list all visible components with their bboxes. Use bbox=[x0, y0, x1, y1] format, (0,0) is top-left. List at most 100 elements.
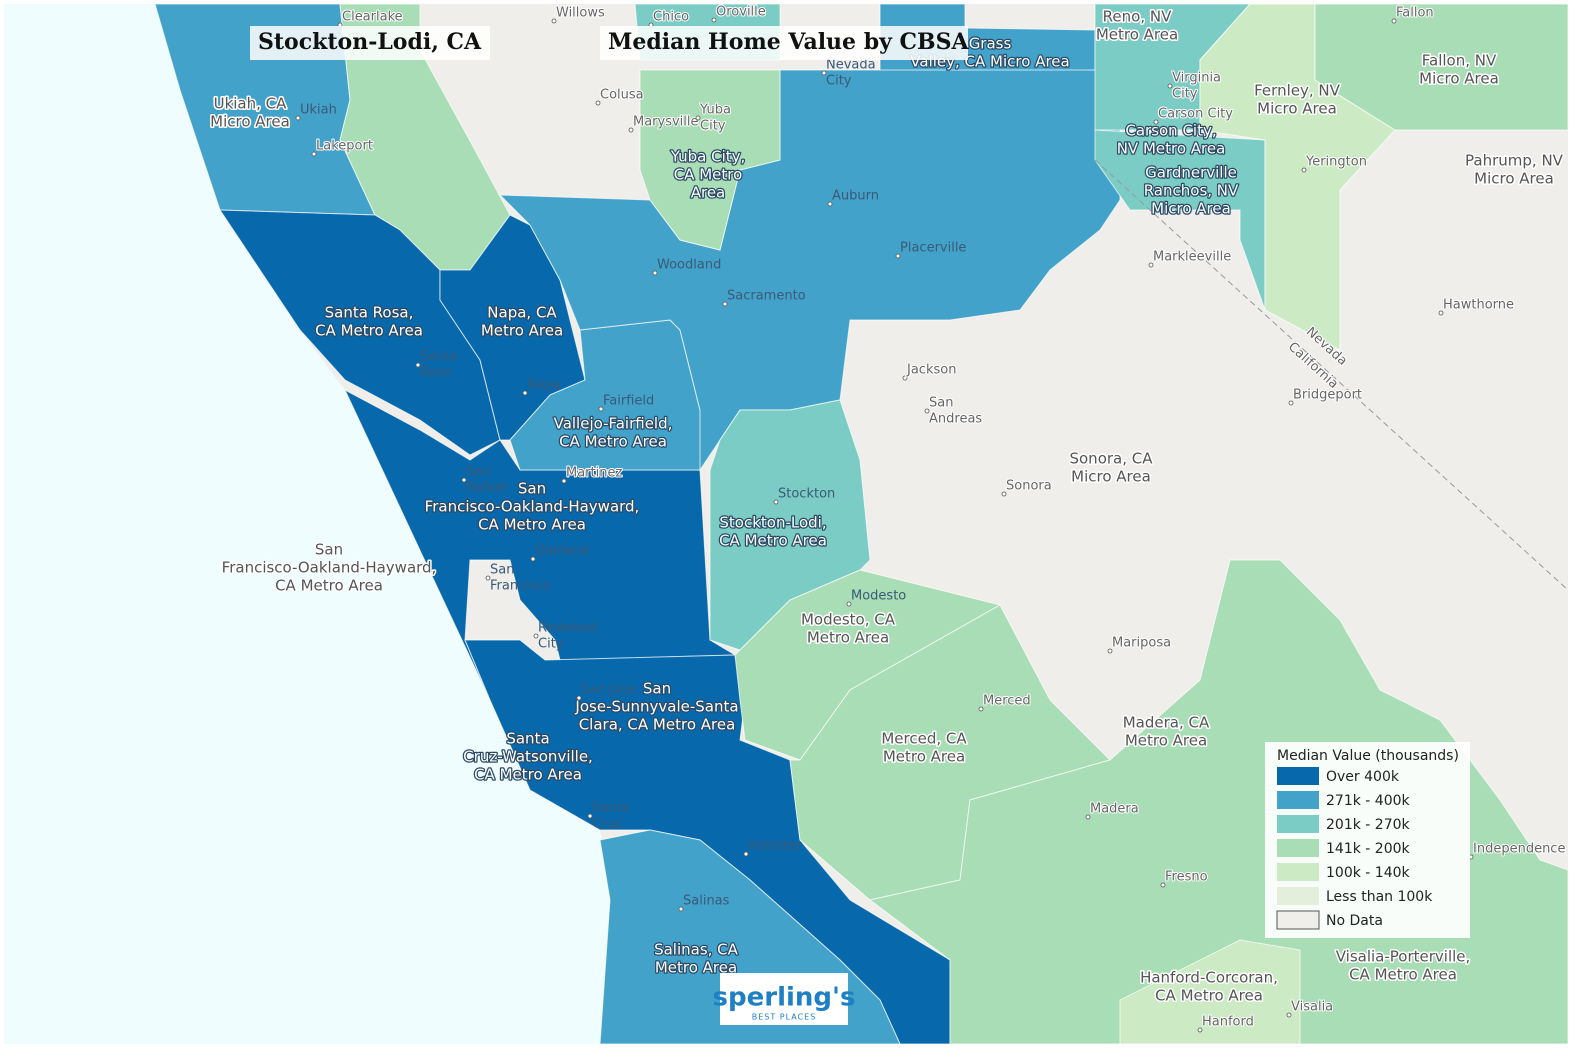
region bbox=[1314, 3, 1569, 131]
place-label: Clearlake bbox=[342, 10, 403, 25]
legend-label: Less than 100k bbox=[1326, 889, 1433, 905]
place-dot bbox=[587, 813, 593, 819]
place-dot bbox=[461, 477, 467, 483]
region-label: CA Metro bbox=[674, 166, 743, 184]
place-label: Fallon bbox=[1396, 6, 1434, 21]
place-label: Woodland bbox=[657, 258, 721, 273]
place-dot bbox=[1286, 1012, 1292, 1018]
title: Stockton-Lodi, CA bbox=[258, 29, 482, 55]
region-label: CA Metro Area bbox=[315, 322, 423, 340]
state-border bbox=[1094, 159, 1569, 591]
place-dot bbox=[598, 406, 604, 412]
region-label: Metro Area bbox=[481, 322, 563, 340]
subtitle: Median Home Value by CBSA bbox=[608, 29, 970, 55]
place-label: Virginia bbox=[1172, 71, 1221, 86]
place-label: Jackson bbox=[906, 363, 956, 378]
place-label: Hanford bbox=[1202, 1015, 1254, 1030]
region-label: Jose-Sunnyvale-Santa bbox=[574, 698, 738, 716]
place-label: Chico bbox=[653, 10, 689, 25]
region-label: Santa Rosa, bbox=[325, 304, 414, 322]
region-label: Modesto, CA bbox=[801, 611, 896, 629]
place-label: City bbox=[700, 119, 726, 134]
place-dot bbox=[1167, 83, 1173, 89]
place-dot bbox=[533, 633, 539, 639]
region-label: Ukiah, CA bbox=[214, 95, 288, 113]
place-label: Oroville bbox=[716, 5, 766, 20]
place-dot bbox=[295, 115, 301, 121]
region-label: CA Metro Area bbox=[275, 577, 383, 595]
region-label: CA Metro Area bbox=[474, 766, 582, 784]
legend-swatch bbox=[1276, 910, 1320, 930]
place-dot bbox=[978, 706, 984, 712]
legend-swatch bbox=[1277, 791, 1319, 809]
place-label: Oakland bbox=[535, 544, 589, 559]
region-label: Area bbox=[691, 184, 726, 202]
place-dot bbox=[1148, 262, 1154, 268]
place-dot bbox=[743, 851, 749, 857]
region-label: Micro Area bbox=[210, 113, 290, 131]
place-label: Madera bbox=[1090, 802, 1139, 817]
place-label: Modesto bbox=[851, 589, 906, 604]
place-label: Ukiah bbox=[300, 103, 337, 118]
region-label: Francisco-Oakland-Hayward, bbox=[222, 559, 437, 577]
logo-tagline: BEST PLACES bbox=[752, 1013, 817, 1022]
place-label: City bbox=[538, 637, 564, 652]
place-label: San bbox=[929, 396, 953, 411]
region-label: Stockton-Lodi, bbox=[719, 514, 826, 532]
place-label: Santa bbox=[420, 350, 458, 365]
place-dot bbox=[773, 499, 779, 505]
legend-swatch bbox=[1277, 839, 1319, 857]
place-label: Francisco bbox=[490, 579, 551, 594]
place-label: Mariposa bbox=[1112, 636, 1171, 651]
place-label: Martinez bbox=[566, 466, 622, 481]
region-label: Madera, CA bbox=[1123, 714, 1210, 732]
region-label: Gardnerville bbox=[1145, 164, 1237, 182]
place-label: San bbox=[490, 563, 514, 578]
place-label: Merced bbox=[983, 694, 1031, 709]
place-dot bbox=[311, 151, 317, 157]
place-dot bbox=[722, 301, 728, 307]
logo-name: sperling's bbox=[713, 983, 856, 1013]
place-label: Hollister bbox=[748, 839, 802, 854]
place-dot bbox=[415, 362, 421, 368]
place-dot bbox=[1391, 18, 1397, 24]
region-label: Metro Area bbox=[1096, 26, 1178, 44]
region-label: Clara, CA Metro Area bbox=[579, 716, 736, 734]
place-label: Hawthorne bbox=[1443, 298, 1514, 313]
region-label: Carson City, bbox=[1125, 122, 1216, 140]
place-dot bbox=[695, 115, 701, 121]
place-dot bbox=[1153, 119, 1159, 125]
place-dot bbox=[678, 906, 684, 912]
place-dot bbox=[1197, 1027, 1203, 1033]
region-label: Pahrump, NV bbox=[1465, 152, 1564, 170]
title-box bbox=[250, 26, 490, 60]
region-label: Santa bbox=[506, 730, 549, 748]
place-label: San bbox=[466, 465, 490, 480]
place-label: Cruz bbox=[592, 817, 622, 832]
place-label: Santa bbox=[592, 801, 630, 816]
region-label: CA Metro Area bbox=[719, 532, 827, 550]
place-dot bbox=[522, 390, 528, 396]
legend-label: No Data bbox=[1326, 913, 1383, 929]
region-label: Ranchos, NV bbox=[1144, 182, 1239, 200]
region bbox=[639, 69, 781, 251]
place-label: Salinas bbox=[683, 894, 730, 909]
place-label: Sacramento bbox=[727, 289, 806, 304]
region-label: Reno, NV bbox=[1103, 8, 1172, 26]
region-label: Micro Area bbox=[1151, 200, 1231, 218]
place-label: Redwood bbox=[538, 621, 598, 636]
ocean bbox=[4, 4, 610, 1044]
place-dot bbox=[595, 100, 601, 106]
legend-swatch bbox=[1277, 863, 1319, 881]
region-label: San bbox=[643, 680, 671, 698]
region-label: CA Metro Area bbox=[559, 433, 667, 451]
region-label: NV Metro Area bbox=[1117, 140, 1226, 158]
place-dot bbox=[561, 478, 567, 484]
place-label: Stockton bbox=[778, 487, 835, 502]
place-label: San Jose bbox=[581, 683, 636, 698]
place-dot bbox=[1085, 814, 1091, 820]
region-label: Salinas, CA bbox=[654, 941, 739, 959]
place-label: Sonora bbox=[1006, 479, 1052, 494]
region-label: Metro Area bbox=[655, 959, 737, 977]
place-dot bbox=[652, 270, 658, 276]
